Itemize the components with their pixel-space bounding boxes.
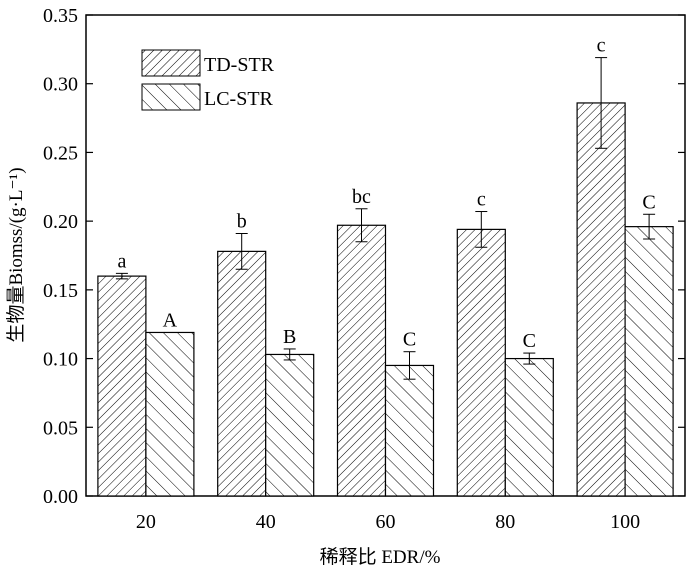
significance-label: C [523,330,536,352]
legend-label-td-str: TD-STR [204,54,275,76]
y-tick-label: 0.00 [43,486,78,508]
y-axis: 0.00 0.05 0.10 0.15 0.20 0.25 0.30 0.35 [43,5,685,508]
significance-label: A [163,309,178,331]
x-tick-label: 100 [610,511,640,533]
x-tick-label: 80 [495,511,515,533]
bar-lc-str-100 [624,226,674,497]
y-tick-label: 0.30 [43,74,78,96]
significance-label: bc [352,186,371,208]
bar-lc-str-80 [504,357,554,497]
bar-lc-str-40 [265,353,315,497]
bar-td-str-20 [97,275,147,497]
significance-label: C [403,329,416,351]
y-tick-label: 0.20 [43,211,78,233]
significance-label: a [117,250,126,272]
legend-swatch-td-str [141,49,201,77]
x-axis-title: 稀释比 EDR/% [320,546,441,568]
y-tick-label: 0.10 [43,349,78,371]
x-tick-label: 40 [256,511,276,533]
bar-td-str-60 [336,224,387,497]
significance-label: c [477,189,486,211]
x-tick-label: 60 [376,511,396,533]
x-tick-label: 20 [136,511,156,533]
significance-label: C [642,191,655,213]
significance-labels-group: a b bc c c A B C C C [117,35,655,352]
significance-label: b [237,211,247,233]
significance-label: B [283,326,296,348]
legend: TD-STR LC-STR [141,49,275,111]
y-axis-title: 生物量Biomss/(g·L⁻¹) [5,167,27,342]
legend-swatch-lc-str [141,83,201,111]
y-tick-label: 0.25 [43,142,78,164]
bars-group [97,102,674,497]
y-tick-label: 0.15 [43,280,78,302]
error-bars-group [115,57,656,380]
bar-lc-str-60 [384,364,435,497]
bar-td-str-40 [217,250,267,497]
significance-label: c [597,35,606,57]
legend-label-lc-str: LC-STR [204,88,274,110]
y-tick-label: 0.05 [43,417,78,439]
y-tick-label: 0.35 [43,5,78,27]
bar-td-str-100 [576,102,626,497]
bar-lc-str-20 [145,331,195,497]
bar-td-str-80 [456,228,506,497]
